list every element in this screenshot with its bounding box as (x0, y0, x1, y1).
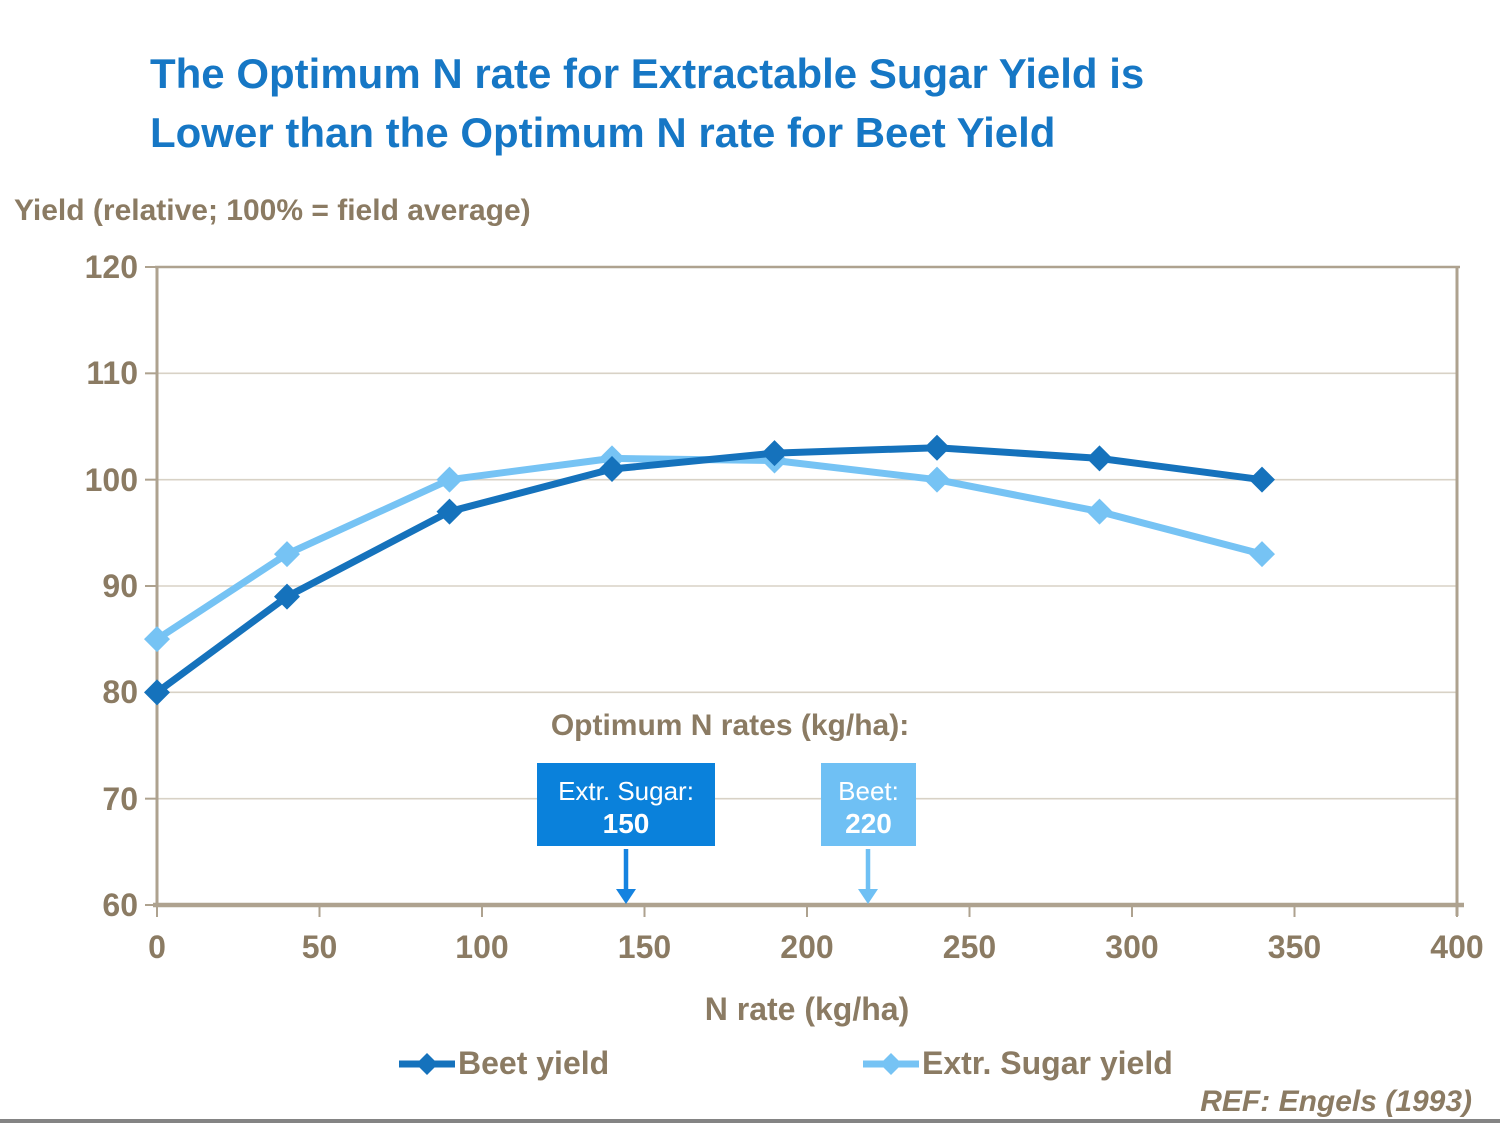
slide-title-line2: Lower than the Optimum N rate for Beet Y… (150, 109, 1056, 156)
legend-label-beet-yield: Beet yield (458, 1045, 610, 1081)
x-tick-label-250: 250 (942, 929, 997, 965)
optimum-sugar-label: Extr. Sugar: (558, 776, 694, 806)
series-marker-beet-yield (144, 679, 170, 706)
x-tick-label-350: 350 (1267, 929, 1322, 965)
x-tick-label-0: 0 (148, 929, 166, 965)
slide-title-line1: The Optimum N rate for Extractable Sugar… (150, 50, 1145, 97)
series-marker-beet-yield (274, 583, 300, 610)
y-tick-label-60: 60 (102, 887, 138, 923)
series-marker-beet-yield (1249, 466, 1275, 493)
y-tick-label-80: 80 (102, 674, 138, 711)
bottom-divider-bar (0, 1119, 1500, 1123)
optimum-rates-heading: Optimum N rates (kg/ha): (550, 709, 910, 742)
slide-title: The Optimum N rate for Extractable Sugar… (150, 44, 1430, 162)
series-marker-extr-sugar-yield (1249, 541, 1275, 568)
optimum-beet-label: Beet: (838, 776, 899, 806)
optimum-beet-callout: Beet: 220 (821, 763, 916, 846)
optimum-sugar-callout: Extr. Sugar: 150 (537, 763, 715, 846)
optimum-arrow-beet-head (858, 889, 878, 904)
legend-item-extr-sugar-yield: Extr. Sugar yield (862, 1045, 1173, 1082)
y-axis-title: Yield (relative; 100% = field average) (14, 194, 531, 227)
legend-item-beet-yield: Beet yield (398, 1045, 609, 1082)
series-marker-beet-yield (599, 456, 625, 483)
series-marker-beet-yield (761, 440, 788, 467)
series-marker-extr-sugar-yield (144, 626, 170, 653)
x-tick-label-400: 400 (1430, 929, 1484, 965)
optimum-arrow-sugar-head (616, 889, 636, 904)
series-line-beet-yield (153, 444, 1266, 696)
series-marker-extr-sugar-yield (436, 466, 463, 493)
x-tick-label-50: 50 (301, 929, 338, 965)
legend-marker-extr-sugar-yield (863, 1052, 919, 1075)
x-tick-label-200: 200 (780, 929, 834, 965)
series-marker-extr-sugar-yield (274, 541, 300, 568)
legend-label-extr-sugar-yield: Extr. Sugar yield (922, 1045, 1173, 1081)
reference-text: REF: Engels (1993) (1200, 1085, 1472, 1118)
optimum-sugar-value: 150 (602, 808, 650, 839)
y-tick-label-110: 110 (86, 355, 138, 392)
y-tick-label-90: 90 (102, 568, 138, 604)
series-marker-beet-yield (924, 434, 950, 461)
series-line-extr-sugar-yield (153, 454, 1266, 643)
series-marker-extr-sugar-yield (924, 466, 950, 493)
x-tick-label-150: 150 (617, 929, 672, 965)
series-marker-beet-yield (436, 498, 463, 525)
x-tick-label-100: 100 (455, 929, 509, 965)
x-tick-label-300: 300 (1105, 929, 1159, 965)
x-axis-title: N rate (kg/ha) (704, 991, 910, 1027)
y-tick-label-70: 70 (102, 780, 138, 817)
series-marker-beet-yield (1086, 445, 1113, 472)
series-marker-extr-sugar-yield (1086, 498, 1113, 525)
optimum-beet-value: 220 (845, 808, 892, 839)
y-tick-label-100: 100 (84, 461, 138, 498)
y-tick-label-120: 120 (84, 249, 138, 285)
legend-marker-beet-yield (399, 1052, 455, 1075)
